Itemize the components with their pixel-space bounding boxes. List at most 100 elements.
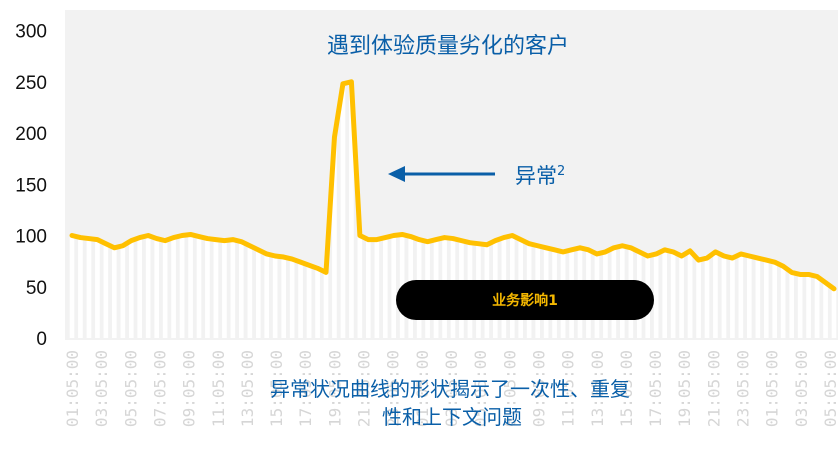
value-bar [137,237,143,338]
x-tick-label: 05:05:00 [121,350,140,427]
value-bar [179,235,185,338]
value-bar [721,256,727,338]
x-tick-label: 03:05:00 [442,350,461,427]
value-bar [831,288,837,338]
value-bar [780,266,786,338]
value-bar [69,235,75,338]
value-bar [662,249,667,338]
x-tick-label: 07:05:00 [500,350,519,427]
value-bar [391,235,397,338]
value-bar [366,239,371,338]
y-tick-label: 250 [15,73,47,94]
value-bar [738,253,744,338]
value-bar [679,256,684,338]
value-bar [255,249,261,338]
business-impact-label: 业务影响1 [492,292,558,309]
x-tick-label: 13:05:00 [238,350,257,427]
anomaly-label-superscript: 2 [557,164,565,179]
x-tick-label: 23:05:00 [734,350,753,427]
value-bar [670,251,676,338]
y-tick-label: 50 [26,278,47,299]
value-bar [814,276,820,338]
x-tick-label: 19:05:00 [675,350,694,427]
value-bar [323,272,329,338]
caption-line-1: 异常状况曲线的形状揭示了一次性、重复 [270,377,630,401]
value-bar [653,253,659,338]
value-bar [704,258,710,338]
value-bar [128,240,134,339]
value-bar [696,260,701,338]
x-tick-label: 07:05:00 [151,350,170,427]
y-tick-label: 0 [36,329,47,350]
x-tick-label: 15:05:00 [267,350,286,427]
value-bar [222,240,227,339]
x-tick-label: 01:05:00 [413,350,432,427]
value-bar [357,235,363,338]
x-tick-label: 11:05:00 [209,350,228,427]
series-line [69,79,837,292]
value-bar [86,238,92,338]
x-tick-label: 21:05:00 [355,350,374,427]
x-tick-label: 03:05:00 [92,350,111,427]
value-bar [755,258,761,338]
x-tick-label: 03:05:00 [792,350,811,427]
value-bar [95,239,100,338]
x-tick-label: 11:05:00 [559,350,578,427]
anomaly-label-text: 异常 [515,164,557,188]
value-bar [747,256,752,338]
value-bar [145,235,151,338]
x-tick-label: 19:05:00 [325,350,344,427]
value-bar [730,258,735,338]
x-tick-label: 09:05:00 [180,350,199,427]
value-bar [171,237,176,338]
value-bar [806,274,811,338]
value-bar [797,274,803,338]
value-bar [162,240,168,339]
x-tick-label: 21:05:00 [704,350,723,427]
y-tick-label: 150 [15,175,47,196]
value-bar [298,262,303,338]
value-bar [340,83,346,338]
value-bar [713,251,718,338]
business-impact-badge-bg [396,280,654,320]
value-bar [687,250,693,339]
x-tick-label: 05:05:00 [471,350,490,427]
value-bar [239,241,244,338]
y-tick-label: 100 [15,227,47,248]
value-bar [289,259,295,338]
value-bar [382,237,388,338]
caption-line-2: 性和上下文问题 [382,405,522,429]
value-bar [230,239,236,338]
value-bar [264,253,270,338]
value-bar [154,238,159,338]
value-bar [247,245,253,338]
value-bar [306,265,312,338]
value-bar [349,81,354,338]
value-bar [272,256,278,338]
anomaly-annotation: 异常2 [388,164,565,188]
value-bar [213,239,219,338]
y-tick-labels: 0 50 100 150 200 250 300 [15,22,47,351]
x-tick-labels: 01:05:00 03:05:00 05:05:00 07:05:00 09:05:00… [63,350,838,427]
x-tick-label: 01:05:00 [63,350,82,427]
value-bar [78,237,83,338]
value-bar [188,234,193,338]
y-tick-label: 300 [15,22,47,43]
value-bar [196,236,202,338]
value-bar [772,262,778,338]
value-bar [120,245,126,338]
value-bar [789,272,794,338]
x-tick-label: 17:05:00 [646,350,665,427]
x-tick-label: 13:05:00 [588,350,607,427]
value-bar [112,247,117,338]
x-tick-label: 05:05:00 [821,350,838,427]
value-bar [374,239,380,338]
anomaly-label: 异常2 [515,164,565,188]
value-bar [763,260,769,338]
value-bar [332,137,337,338]
x-tick-label: 09:05:00 [530,350,549,427]
chart-title: 遇到体验质量劣化的客户 [327,34,569,59]
business-impact-badge: 业务影响1 [396,280,654,320]
